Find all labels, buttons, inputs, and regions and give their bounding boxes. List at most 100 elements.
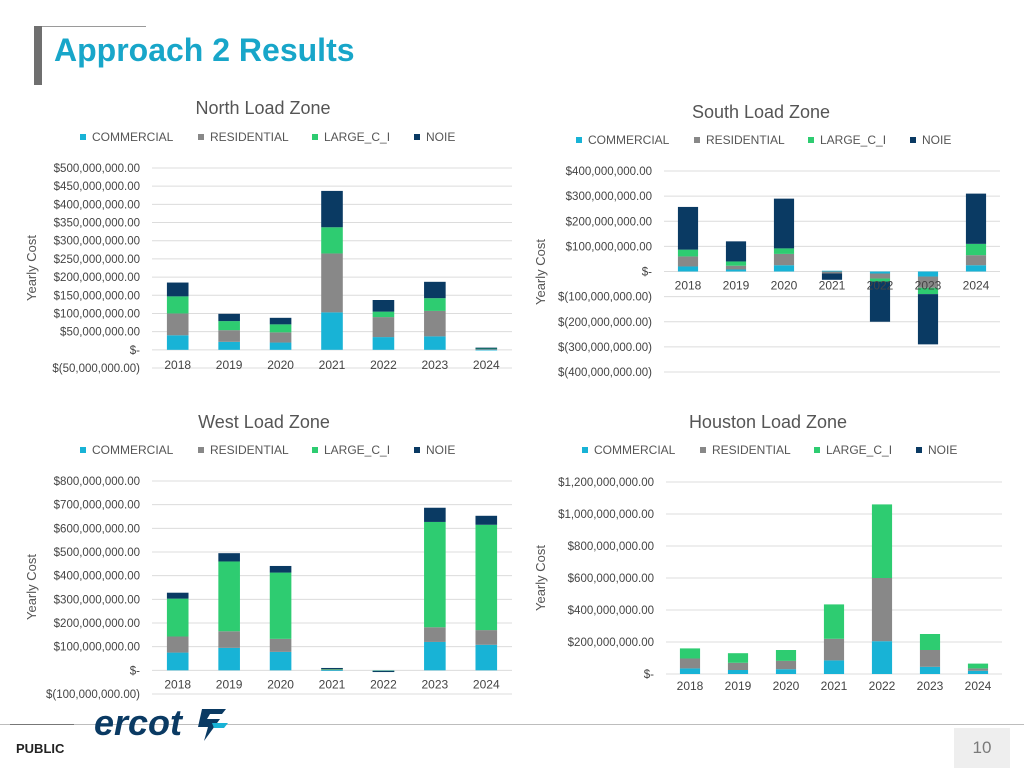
south-y-tick-label: $(300,000,000.00) (558, 342, 652, 354)
south-chart-title: South Load Zone (692, 102, 830, 122)
north-bar-large_c_i-2022 (372, 311, 395, 318)
north-x-tick-label: 2020 (267, 358, 294, 372)
north-legend-swatch-noie (414, 134, 420, 140)
north-bar-residential-2018 (166, 313, 189, 336)
houston-bar-large_c_i-2019 (727, 653, 749, 663)
south-y-tick-label: $300,000,000.00 (566, 191, 652, 203)
houston-bar-residential-2019 (727, 662, 749, 670)
north-y-tick-label: $500,000,000.00 (54, 163, 140, 175)
title-accent-bar (34, 26, 42, 85)
south-bar-large_c_i-2023 (917, 287, 939, 295)
west-x-tick-label: 2024 (473, 677, 500, 691)
west-bar-large_c_i-2023 (424, 521, 446, 628)
west-y-tick-label: $200,000,000.00 (54, 618, 140, 630)
north-bar-large_c_i-2023 (424, 298, 446, 311)
north-bar-large_c_i-2019 (218, 321, 240, 331)
south-bar-large_c_i-2022 (869, 278, 891, 282)
west-bar-noie-2022 (372, 671, 395, 673)
houston-y-tick-label: $1,000,000,000.00 (558, 509, 654, 521)
houston-bar-residential-2018 (679, 658, 701, 669)
north-bar-large_c_i-2021 (321, 227, 343, 254)
houston-y-tick-label: $1,200,000,000.00 (558, 477, 654, 489)
west-bar-residential-2023 (424, 627, 446, 642)
south-bar-residential-2019 (725, 265, 747, 270)
page-number: 10 (972, 738, 992, 757)
north-bar-commercial-2020 (269, 342, 292, 350)
houston-x-tick-label: 2020 (773, 679, 800, 693)
west-y-tick-label: $300,000,000.00 (54, 594, 140, 606)
south-legend-swatch-noie (910, 137, 916, 143)
west-bar-large_c_i-2020 (269, 572, 292, 639)
north-legend-swatch-large_c_i (312, 134, 318, 140)
north-bar-noie-2020 (269, 317, 292, 325)
west-x-tick-label: 2021 (319, 677, 346, 691)
north-bar-residential-2022 (372, 317, 395, 338)
south-bar-commercial-2022 (869, 271, 891, 274)
south-legend-label-residential: RESIDENTIAL (706, 133, 785, 147)
north-x-tick-label: 2021 (319, 358, 346, 372)
north-y-tick-label: $300,000,000.00 (54, 236, 140, 248)
south-x-tick-label: 2020 (771, 279, 798, 293)
north-y-tick-label: $- (130, 345, 140, 357)
houston-y-tick-label: $400,000,000.00 (568, 605, 654, 617)
south-legend-swatch-large_c_i (808, 137, 814, 143)
houston-y-tick-label: $- (644, 669, 654, 681)
north-bar-noie-2024 (475, 347, 498, 349)
north-y-tick-label: $400,000,000.00 (54, 199, 140, 211)
page-number-box (954, 728, 1010, 768)
north-y-tick-label: $(50,000,000.00) (52, 363, 140, 375)
west-x-tick-label: 2022 (370, 677, 397, 691)
west-legend-swatch-residential (198, 447, 204, 453)
south-bar-noie-2022 (869, 281, 891, 322)
south-y-tick-label: $200,000,000.00 (566, 216, 652, 228)
south-bar-commercial-2024 (965, 265, 987, 272)
south-bar-large_c_i-2020 (773, 248, 795, 254)
south-bar-residential-2024 (965, 255, 987, 266)
south-bar-large_c_i-2018 (677, 249, 699, 257)
south-legend-label-commercial: COMMERCIAL (588, 133, 670, 147)
houston-bar-large_c_i-2021 (823, 604, 845, 639)
north-legend-label-noie: NOIE (426, 130, 455, 144)
north-bar-noie-2018 (166, 282, 189, 297)
west-bar-residential-2018 (166, 636, 189, 653)
west-y-tick-label: $100,000,000.00 (54, 642, 140, 654)
west-y-axis-label: Yearly Cost (24, 554, 39, 620)
classification-label: PUBLIC (16, 741, 65, 756)
north-bar-large_c_i-2020 (269, 324, 292, 333)
houston-bar-residential-2020 (775, 660, 797, 670)
west-legend-label-residential: RESIDENTIAL (210, 443, 289, 457)
west-bar-residential-2021 (321, 669, 343, 671)
west-bar-noie-2020 (269, 565, 292, 573)
south-x-tick-label: 2021 (819, 279, 846, 293)
west-bar-noie-2021 (321, 667, 343, 669)
south-bar-noie-2023 (917, 294, 939, 345)
houston-y-tick-label: $800,000,000.00 (568, 541, 654, 553)
houston-bar-commercial-2021 (823, 660, 845, 674)
houston-bar-commercial-2018 (679, 668, 701, 674)
south-x-tick-label: 2024 (963, 279, 990, 293)
houston-legend-label-noie: NOIE (928, 443, 957, 457)
north-legend-swatch-commercial (80, 134, 86, 140)
west-legend-label-commercial: COMMERCIAL (92, 443, 174, 457)
ercot-logo-wordmark: ercot (94, 702, 184, 743)
north-bar-residential-2020 (269, 332, 292, 343)
north-bar-large_c_i-2018 (166, 296, 189, 314)
west-bar-noie-2018 (166, 592, 189, 599)
west-bar-commercial-2024 (475, 644, 498, 671)
south-bar-commercial-2019 (725, 269, 747, 272)
south-y-axis-label: Yearly Cost (533, 239, 548, 305)
north-bar-noie-2021 (321, 190, 343, 228)
houston-bar-commercial-2022 (871, 641, 893, 674)
houston-x-tick-label: 2019 (725, 679, 752, 693)
houston-legend-swatch-commercial (582, 447, 588, 453)
south-x-tick-label: 2018 (675, 279, 702, 293)
north-bar-noie-2019 (218, 313, 240, 322)
north-legend-label-commercial: COMMERCIAL (92, 130, 174, 144)
footer-divider (0, 724, 1024, 725)
south-bar-noie-2021 (821, 273, 843, 280)
houston-legend-label-residential: RESIDENTIAL (712, 443, 791, 457)
west-bar-residential-2020 (269, 638, 292, 652)
south-bar-residential-2023 (917, 276, 939, 288)
south-legend-swatch-commercial (576, 137, 582, 143)
